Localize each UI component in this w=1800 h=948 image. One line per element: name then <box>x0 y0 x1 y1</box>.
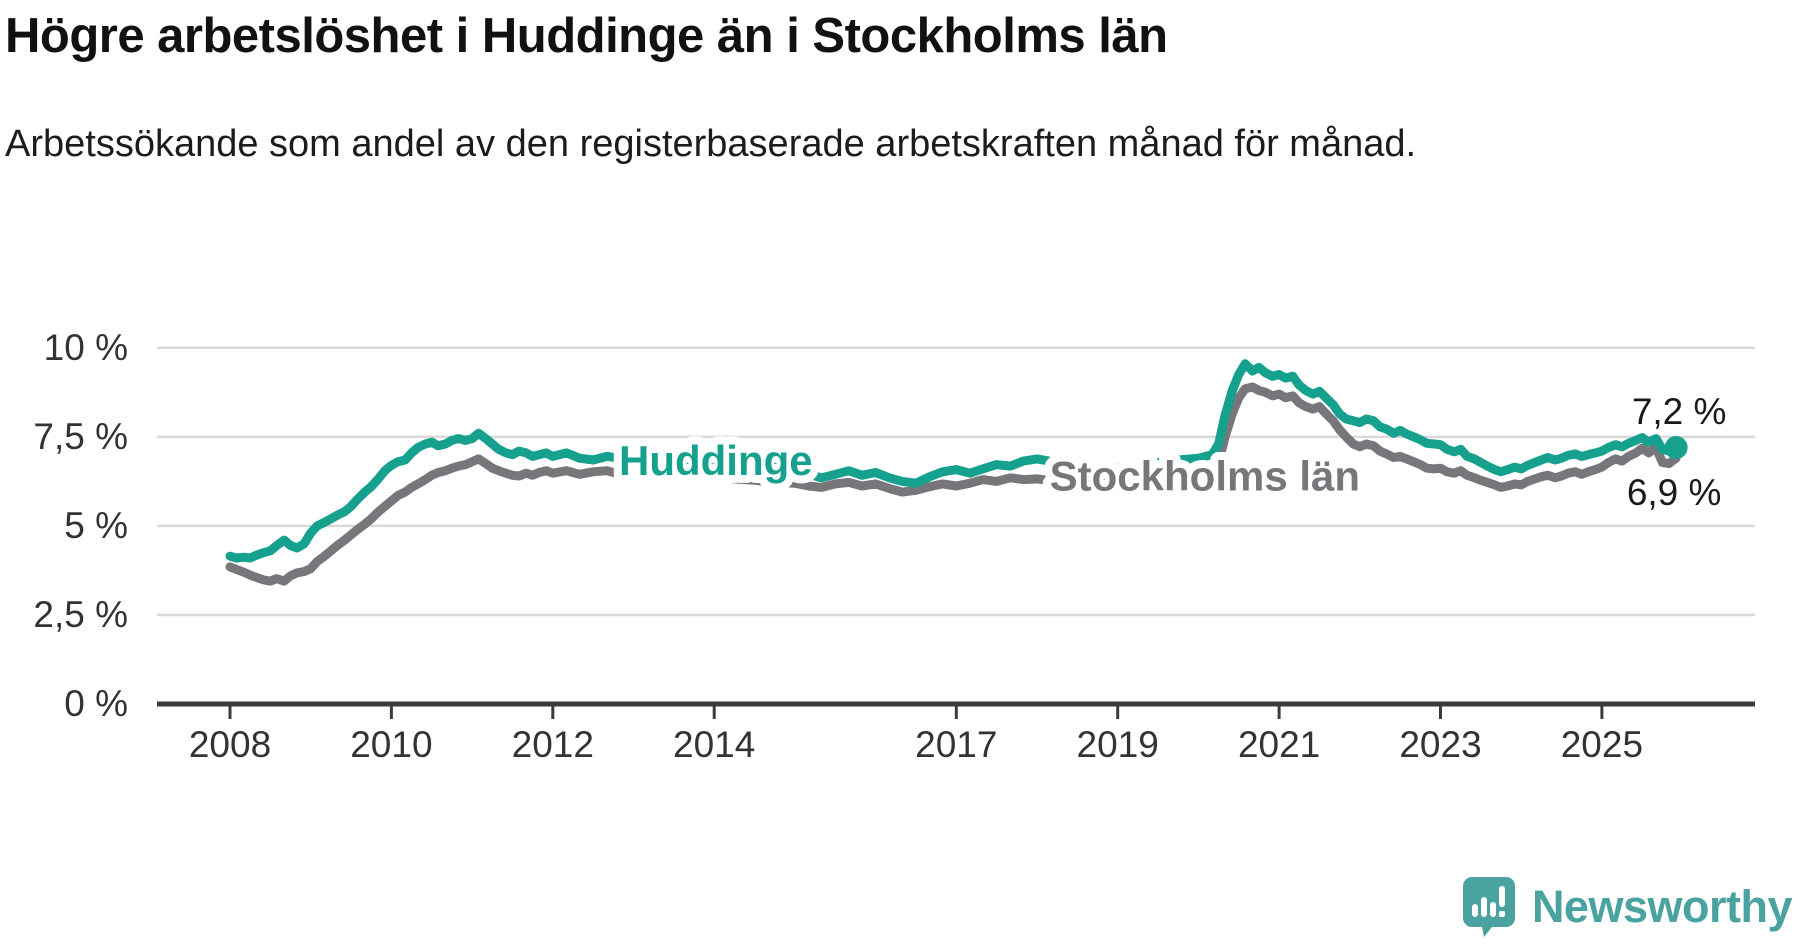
x-axis-tick-label: 2010 <box>350 724 433 765</box>
line-stockholms-lan <box>225 382 1681 586</box>
gridlines <box>157 346 1755 617</box>
x-axis-tick-label: 2025 <box>1560 724 1644 765</box>
x-axis <box>157 701 1755 719</box>
x-axis-tick-label: 2021 <box>1237 724 1321 765</box>
x-axis-tick-label: 2012 <box>511 724 594 765</box>
y-axis-tick-label: 0 % <box>64 683 128 724</box>
y-axis-tick-label: 5 % <box>64 504 128 546</box>
newsworthy-logo-text: Newsworthy <box>1531 881 1793 932</box>
newsworthy-logo-icon <box>1462 877 1515 937</box>
page-title: Högre arbetslöshet i Huddinge än i Stock… <box>5 9 1168 63</box>
chart-subtitle: Arbetssökande som andel av den registerb… <box>5 123 1417 165</box>
latest-value-dot <box>1664 436 1688 460</box>
y-axis-tick-label: 2,5 % <box>33 593 128 635</box>
newsworthy-logo: Newsworthy <box>1462 876 1793 938</box>
x-axis-tick-label: 2019 <box>1076 724 1159 765</box>
end-value-label-huddinge: 7,2 % <box>1631 390 1727 432</box>
y-axis-tick-label: 10 % <box>43 326 128 368</box>
y-axis-tick-label: 7,5 % <box>33 415 128 457</box>
x-axis-tick-label: 2017 <box>915 724 998 765</box>
series-label-huddinge: Huddinge <box>619 437 813 484</box>
x-axis-tick-label: 2023 <box>1399 724 1482 765</box>
line-huddinge <box>225 359 1681 563</box>
end-value-label-stockholms-lan: 6,9 % <box>1626 472 1722 514</box>
x-axis-tick-label: 2014 <box>673 724 756 765</box>
series-label-stockholms-lan: Stockholms län <box>1050 452 1360 499</box>
x-axis-tick-label: 2008 <box>188 724 272 765</box>
chart-series <box>225 359 1688 586</box>
